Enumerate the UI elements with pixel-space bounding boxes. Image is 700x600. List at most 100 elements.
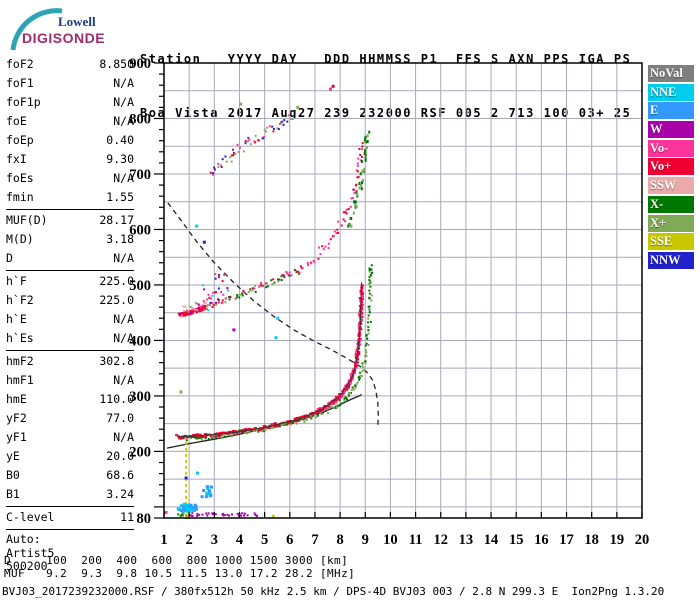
lowell-digisonde-logo: Lowell DIGISONDE	[6, 6, 126, 52]
param-row: foF1 N/A	[6, 74, 134, 93]
param-label: yF2	[6, 411, 27, 425]
param-label: fmin	[6, 190, 34, 204]
svg-text:20: 20	[635, 532, 650, 548]
param-label: h`F	[6, 274, 27, 288]
param-row: MUF(D) 28.17	[6, 211, 134, 230]
param-value: N/A	[113, 95, 134, 109]
param-row: hmF2 302.8	[6, 352, 134, 371]
param-value: N/A	[113, 331, 134, 345]
param-label: hmF1	[6, 373, 34, 387]
param-label: M(D)	[6, 232, 34, 246]
legend-item-x+: X+	[648, 214, 694, 232]
param-row: D N/A	[6, 249, 134, 268]
param-group: foF2 8.850 foF1 N/A foF1p N/A foE N/A foEp 0.40 fx…	[6, 54, 134, 210]
param-label: D	[6, 251, 13, 265]
svg-text:11: 11	[409, 532, 423, 548]
param-label: yF1	[6, 430, 27, 444]
distance-row: D 100 200 400 600 800 1000 1500 3000 [km…	[4, 554, 349, 567]
param-row: fmin 1.55	[6, 188, 134, 207]
param-label: foEs	[6, 171, 34, 185]
param-value: N/A	[113, 76, 134, 90]
param-row: fxI 9.30	[6, 150, 134, 169]
param-row: B1 3.24	[6, 485, 134, 504]
svg-text:900: 900	[129, 56, 151, 72]
svg-text:3: 3	[211, 532, 218, 548]
autoscaler-line: Auto:	[6, 532, 41, 546]
svg-text:10: 10	[383, 532, 398, 548]
param-row: h`F2 225.0	[6, 291, 134, 310]
param-group: MUF(D) 28.17 M(D) 3.18 D N/A	[6, 210, 134, 271]
svg-text:400: 400	[129, 333, 151, 349]
param-value: 11	[120, 510, 134, 524]
param-value: 110.0	[99, 392, 134, 406]
param-value: 225.0	[99, 293, 134, 307]
param-label: yE	[6, 449, 20, 463]
autoscaler-line: Artist5	[6, 545, 55, 560]
param-row: foEs N/A	[6, 169, 134, 188]
param-label: foEp	[6, 133, 34, 147]
svg-text:4: 4	[236, 532, 243, 548]
param-row: yF1 N/A	[6, 428, 134, 447]
param-label: foE	[6, 114, 27, 128]
svg-text:500: 500	[129, 278, 151, 294]
legend-item-vo-: Vo-	[648, 139, 694, 157]
param-row: B0 68.6	[6, 466, 134, 485]
param-label: fxI	[6, 152, 27, 166]
svg-text:80: 80	[137, 511, 152, 527]
svg-text:6: 6	[286, 532, 293, 548]
svg-text:5: 5	[261, 532, 268, 548]
svg-text:12: 12	[433, 532, 448, 548]
param-row: foF2 8.850	[6, 55, 134, 74]
param-row: h`Es N/A	[6, 329, 134, 348]
legend-item-ssw: SSW	[648, 177, 694, 195]
svg-text:300: 300	[129, 389, 151, 405]
param-value: N/A	[113, 373, 134, 387]
param-value: N/A	[113, 430, 134, 444]
svg-text:13: 13	[459, 532, 474, 548]
legend-item-noval: NoVal	[648, 65, 694, 82]
param-label: B1	[6, 487, 20, 501]
legend-item-nnw: NNW	[648, 251, 694, 269]
svg-text:8: 8	[336, 532, 343, 548]
status-line: BVJ03_2017239232000.RSF / 380fx512h 50 k…	[2, 585, 665, 598]
param-row: yE 20.0	[6, 447, 134, 466]
svg-text:9: 9	[362, 532, 369, 548]
param-label: foF1p	[6, 95, 41, 109]
param-row: foEp 0.40	[6, 131, 134, 150]
param-value: 3.18	[106, 232, 134, 246]
param-row: yF2 77.0	[6, 409, 134, 428]
parameter-panel: foF2 8.850 foF1 N/A foF1p N/A foE N/A foEp 0.40 fx…	[6, 54, 134, 574]
param-label: hmF2	[6, 354, 34, 368]
param-value: 0.40	[106, 133, 134, 147]
param-row: h`F 225.0	[6, 272, 134, 291]
param-value: 68.6	[106, 468, 134, 482]
param-row: h`E N/A	[6, 310, 134, 329]
autoscaler-block: Auto: Artist5 500200	[6, 530, 134, 574]
legend-item-vo+: Vo+	[648, 158, 694, 176]
svg-text:14: 14	[484, 532, 499, 548]
param-value: N/A	[113, 251, 134, 265]
svg-text:2: 2	[186, 532, 193, 548]
svg-text:7: 7	[311, 532, 318, 548]
svg-text:800: 800	[129, 111, 151, 127]
logo-text-lowell: Lowell	[58, 14, 96, 29]
param-row: hmF1 N/A	[6, 371, 134, 390]
legend-item-sse: SSE	[648, 233, 694, 251]
param-label: C-level	[6, 510, 55, 524]
param-label: h`E	[6, 312, 27, 326]
param-value: 3.24	[106, 487, 134, 501]
param-label: MUF(D)	[6, 213, 48, 227]
legend-item-e: E	[648, 102, 694, 120]
param-row: foE N/A	[6, 112, 134, 131]
svg-text:15: 15	[509, 532, 524, 548]
param-label: foF1	[6, 76, 34, 90]
param-value: N/A	[113, 114, 134, 128]
param-label: foF2	[6, 57, 34, 71]
param-value: 20.0	[106, 449, 134, 463]
param-label: hmE	[6, 392, 27, 406]
param-group: hmF2 302.8 hmF1 N/A hmE 110.0 yF2 77.0 yF1 N/A yE 2…	[6, 351, 134, 507]
logo-text-digisonde: DIGISONDE	[22, 30, 106, 46]
param-label: h`F2	[6, 293, 34, 307]
